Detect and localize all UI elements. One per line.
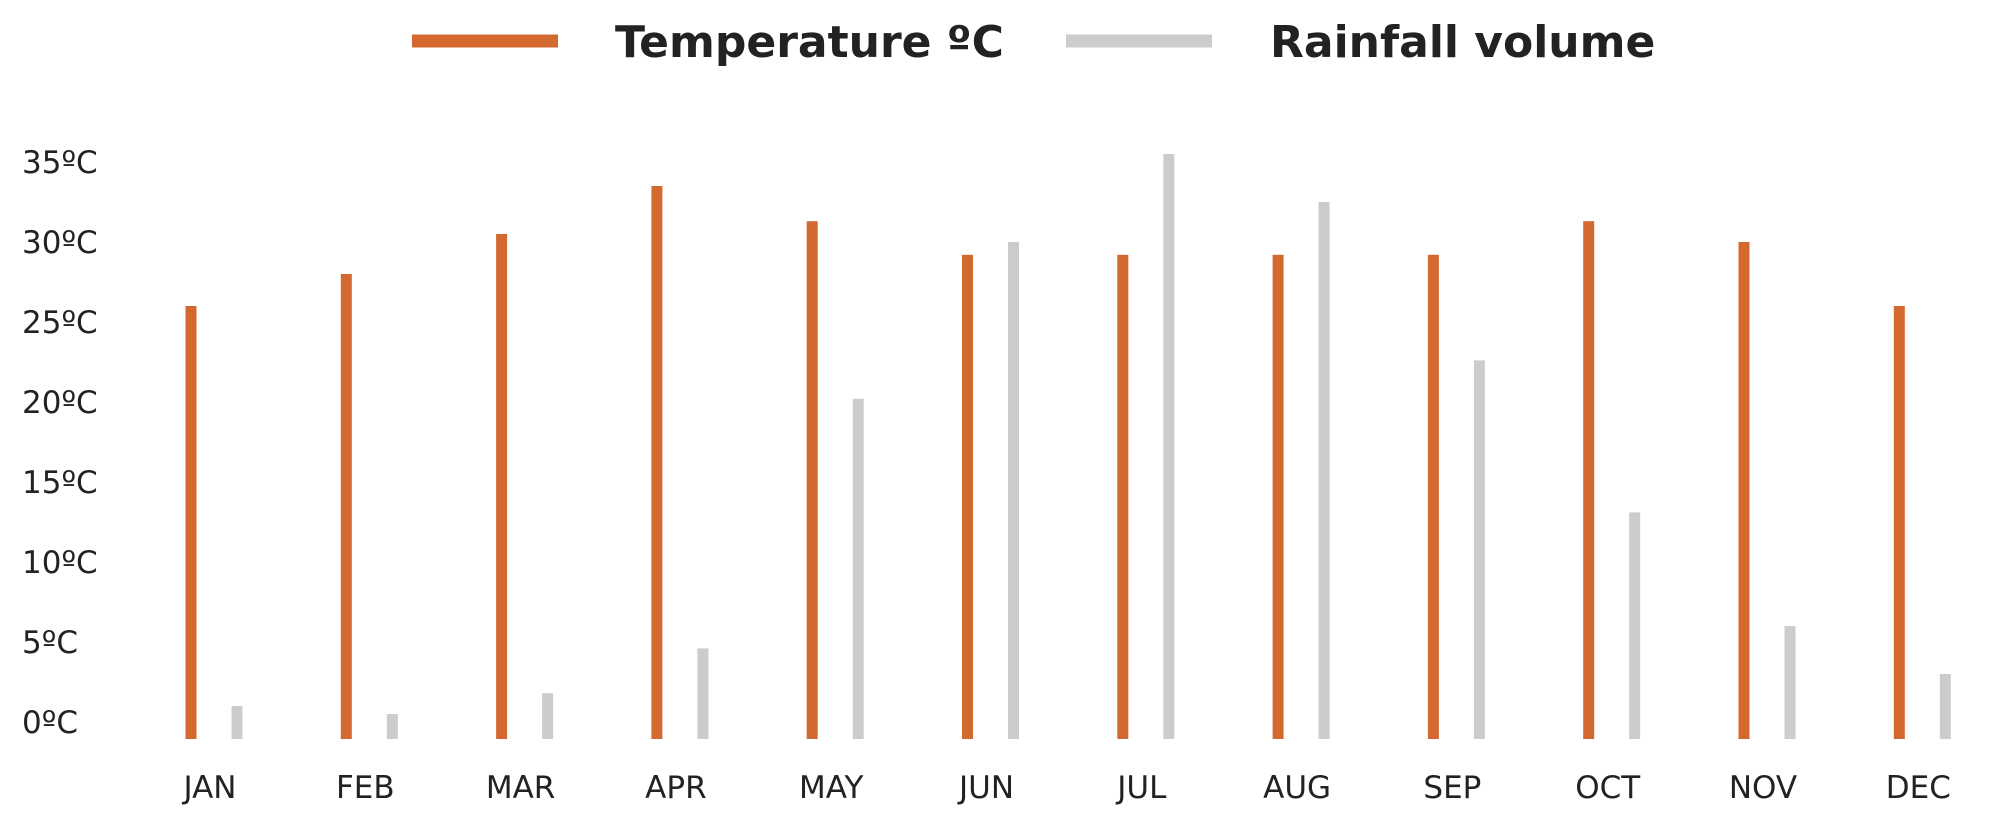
y-tick-label: 10ºC (22, 545, 98, 581)
temperature-bar (1117, 254, 1129, 740)
x-tick-label: JUN (957, 770, 1014, 806)
rainfall-bar (1318, 202, 1330, 739)
y-tick-label: 5ºC (22, 625, 78, 661)
x-tick-label: JUL (1115, 770, 1167, 806)
x-tick-label: FEB (336, 770, 395, 806)
rainfall-bar (386, 714, 398, 739)
rainfall-bar (542, 693, 554, 739)
x-tick-label: APR (645, 770, 706, 806)
rainfall-bar (1939, 674, 1951, 739)
y-tick-label: 30ºC (22, 225, 98, 261)
y-tick-label: 20ºC (22, 385, 98, 421)
x-tick-label: AUG (1263, 770, 1331, 806)
rainfall-bar (1163, 154, 1175, 739)
temperature-bar (1893, 306, 1905, 739)
y-tick-label: 0ºC (22, 705, 78, 741)
rainfall-bar (1784, 626, 1796, 739)
x-tick-label: MAY (799, 770, 864, 806)
x-tick-label: JAN (182, 770, 237, 806)
temperature-bar (1427, 254, 1439, 740)
temperature-bar (496, 234, 508, 739)
x-axis: JAN FEB MAR APR MAY JUN JUL AUG SEP OCT NOV DEC (182, 770, 1951, 806)
rainfall-bar (1629, 512, 1641, 739)
legend: Temperature ºC Rainfall volume (412, 17, 1655, 68)
temperature-bar (185, 306, 197, 739)
rainfall-bar (231, 706, 243, 739)
x-tick-label: SEP (1423, 770, 1481, 806)
temperature-bar (806, 221, 818, 739)
temperature-bar (340, 274, 352, 739)
rainfall-bar (697, 648, 709, 739)
temperature-bar (1738, 242, 1750, 739)
temperature-bar (1583, 221, 1595, 739)
temperature-bar (651, 186, 663, 739)
legend-label-rainfall: Rainfall volume (1270, 17, 1655, 68)
x-tick-label: NOV (1729, 770, 1797, 806)
y-tick-label: 35ºC (22, 145, 98, 181)
temperature-bar (962, 254, 973, 740)
rainfall-bar (1473, 360, 1485, 739)
bars (185, 154, 1951, 740)
x-tick-label: OCT (1575, 770, 1641, 806)
legend-label-temperature: Temperature ºC (615, 17, 1004, 68)
rainfall-bar (852, 398, 864, 739)
y-axis: 0ºC 5ºC 10ºC 15ºC 20ºC 25ºC 30ºC 35ºC (22, 145, 98, 741)
rainfall-bar (1008, 242, 1019, 739)
y-tick-label: 15ºC (22, 465, 98, 501)
x-tick-label: MAR (486, 770, 556, 806)
x-tick-label: DEC (1886, 770, 1951, 806)
temperature-bar (1272, 254, 1284, 740)
y-tick-label: 25ºC (22, 305, 98, 341)
